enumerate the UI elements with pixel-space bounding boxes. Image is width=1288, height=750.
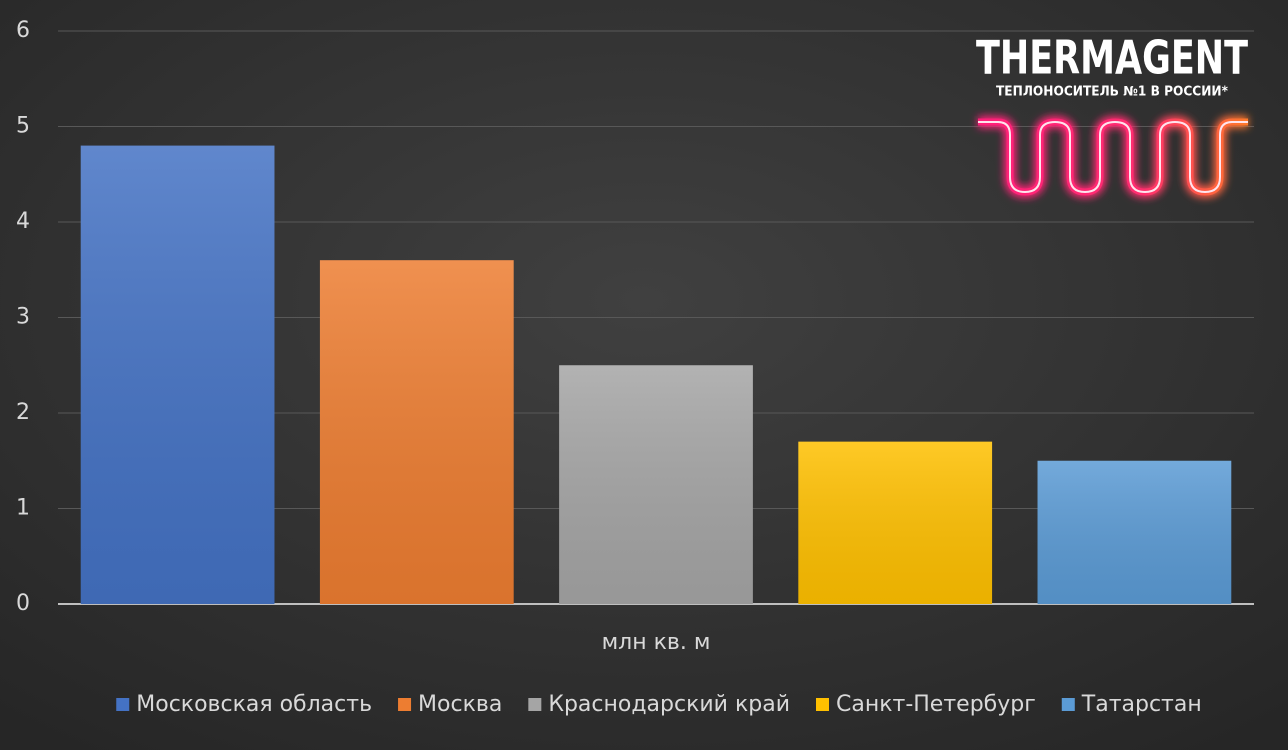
y-tick-label: 1 <box>16 496 30 521</box>
legend-item: Санкт-Петербург <box>816 692 1036 717</box>
legend-item: Татарстан <box>1061 692 1202 717</box>
y-tick-label: 2 <box>16 400 30 425</box>
plot-area: 0 1 2 3 4 5 6 <box>16 18 1254 616</box>
bar-shade <box>559 365 753 604</box>
logo-wave-core <box>978 120 1248 194</box>
y-tick-label: 5 <box>16 114 30 139</box>
legend-label: Москва <box>418 692 502 717</box>
legend-swatch <box>116 698 130 711</box>
logo-name: THERMAGENT <box>976 31 1248 85</box>
legend-label: Краснодарский край <box>548 692 790 717</box>
legend-swatch <box>1061 698 1075 711</box>
bar-shade <box>80 145 275 604</box>
legend-item: Краснодарский край <box>528 692 790 717</box>
logo: THERMAGENT ТЕПЛОНОСИТЕЛЬ №1 В РОССИИ* <box>976 31 1248 199</box>
legend-swatch <box>398 698 412 711</box>
bar-shade <box>798 441 993 604</box>
y-tick-label: 3 <box>16 305 30 330</box>
legend-label: Санкт-Петербург <box>836 692 1036 717</box>
y-tick-label: 0 <box>16 591 30 616</box>
y-tick-label: 4 <box>16 209 30 234</box>
legend-swatch <box>816 698 829 711</box>
legend: Московская область Москва Краснодарский кр… <box>116 692 1202 717</box>
legend-item: Москва <box>398 692 502 717</box>
legend-swatch <box>528 698 542 711</box>
bar-shade <box>319 260 514 604</box>
x-axis-label: млн кв. м <box>602 630 711 655</box>
bar-shade <box>1037 460 1232 604</box>
y-tick-label: 6 <box>16 18 30 43</box>
legend-label: Татарстан <box>1081 692 1202 717</box>
logo-tagline: ТЕПЛОНОСИТЕЛЬ №1 В РОССИИ* <box>996 85 1228 100</box>
legend-label: Московская область <box>136 692 372 717</box>
legend-item: Московская область <box>116 692 372 717</box>
